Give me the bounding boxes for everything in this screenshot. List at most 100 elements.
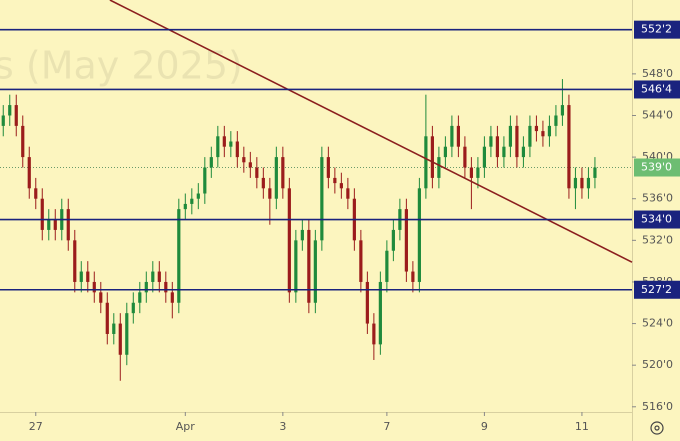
level-label-box xyxy=(634,20,680,39)
candle-body xyxy=(333,177,337,184)
candle-body xyxy=(40,198,44,230)
level-label: 527'2 xyxy=(641,283,672,296)
candle-body xyxy=(528,125,532,147)
candle-body xyxy=(92,281,96,293)
candle-body xyxy=(105,302,109,334)
trend-line xyxy=(109,0,633,263)
level-label-box xyxy=(634,280,680,299)
candle-body xyxy=(255,167,259,178)
candle-body xyxy=(541,131,545,137)
candle-body xyxy=(372,323,376,345)
candle-body xyxy=(456,125,460,147)
candle-body xyxy=(567,105,571,189)
candle-body xyxy=(508,125,513,147)
candle-body xyxy=(534,125,539,132)
level-label: 546'4 xyxy=(641,82,672,95)
candle-body xyxy=(118,323,122,355)
level-label: 552'2 xyxy=(641,23,672,36)
candle-body xyxy=(47,219,51,230)
candle-body xyxy=(287,188,291,293)
candle-body xyxy=(14,105,18,126)
x-tick-label: 7 xyxy=(383,420,390,433)
candle-body xyxy=(21,125,25,158)
candle-body xyxy=(177,209,181,303)
candle-body xyxy=(294,240,298,293)
candle-body xyxy=(495,136,500,158)
candle-body xyxy=(573,177,578,189)
candle-body xyxy=(359,240,363,282)
candle-body xyxy=(463,146,467,168)
candle-body xyxy=(547,125,552,137)
candle-body xyxy=(450,125,454,147)
candle-body xyxy=(229,141,233,147)
candle-body xyxy=(203,167,207,194)
candle-body xyxy=(593,167,597,178)
y-tick-label: 544'0 xyxy=(642,108,673,121)
candle-body xyxy=(515,125,519,158)
candle-body xyxy=(502,146,506,158)
candle-body xyxy=(417,188,421,282)
candle-body xyxy=(99,292,103,303)
candle-body xyxy=(248,162,252,168)
candle-body xyxy=(268,188,272,199)
candle-body xyxy=(1,115,5,126)
candle-body xyxy=(34,188,38,199)
candle-body xyxy=(144,281,148,293)
candle-body xyxy=(242,157,246,163)
candle-body xyxy=(164,281,168,293)
candle-body xyxy=(170,292,174,303)
candle-body xyxy=(326,157,330,178)
candle-body xyxy=(125,313,129,355)
y-tick-label: 536'0 xyxy=(642,192,673,205)
candle-body xyxy=(157,271,161,282)
y-tick-label: 516'0 xyxy=(642,400,673,413)
candle-body xyxy=(235,141,239,158)
candle-body xyxy=(216,136,220,158)
last-price-box xyxy=(634,158,680,177)
settings-ring xyxy=(650,421,664,435)
level-label: 534'0 xyxy=(641,213,672,226)
candle-body xyxy=(73,240,77,282)
level-label-box xyxy=(634,80,680,99)
settings-icon[interactable] xyxy=(650,421,664,435)
candle-body xyxy=(476,167,480,178)
x-tick-label: 27 xyxy=(29,420,43,433)
candle-body xyxy=(586,177,591,189)
candle-body xyxy=(580,177,584,189)
candle-body xyxy=(554,115,558,126)
y-tick-label: 524'0 xyxy=(642,317,673,330)
candle-body xyxy=(79,271,83,282)
x-tick-label: 11 xyxy=(575,420,589,433)
candle-body xyxy=(320,157,324,241)
candle-body xyxy=(222,136,226,147)
candle-body xyxy=(8,105,12,116)
candle-body xyxy=(66,209,70,241)
candle-body xyxy=(86,271,90,282)
candle-body xyxy=(489,136,493,147)
candle-body xyxy=(274,157,278,199)
candle-body xyxy=(365,281,369,324)
candle-body xyxy=(183,203,187,210)
candle-body xyxy=(190,198,194,204)
watermark: s (May 2025) xyxy=(0,44,243,88)
candle-body xyxy=(424,136,428,189)
candle-body xyxy=(53,219,57,230)
candle-body xyxy=(300,229,304,241)
x-tick-label: 3 xyxy=(279,420,286,433)
candle-body xyxy=(437,157,441,178)
x-tick-label: 9 xyxy=(481,420,488,433)
candle-body xyxy=(404,209,408,272)
y-tick-label: 548'0 xyxy=(642,67,673,80)
candle-body xyxy=(560,105,565,116)
candle-body xyxy=(307,229,311,303)
candle-body xyxy=(138,292,142,303)
y-tick-label: 532'0 xyxy=(642,233,673,246)
candle-body xyxy=(469,167,473,178)
last-price-label: 539'0 xyxy=(641,161,672,174)
settings-hub xyxy=(654,425,660,431)
candle-body xyxy=(151,271,155,282)
candle-body xyxy=(196,193,200,199)
x-tick-label: Apr xyxy=(176,420,196,433)
candle-body xyxy=(411,271,415,282)
